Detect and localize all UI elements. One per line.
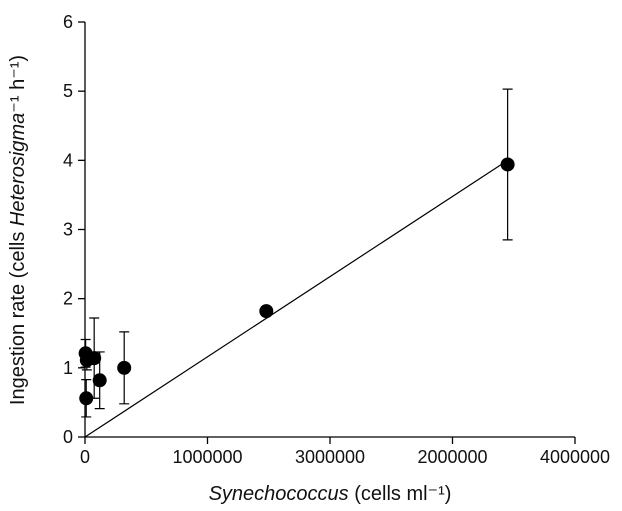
point [259, 304, 274, 319]
y-label-part: Ingestion rate (cells [7, 226, 29, 405]
x-tick-label: 2000000 [417, 447, 487, 467]
y-label-part: ⁻¹ h⁻¹) [7, 55, 29, 113]
y-tick-label: 2 [63, 289, 73, 309]
point [92, 373, 107, 388]
y-tick-label: 6 [63, 12, 73, 32]
y-label-part: Heterosigma [7, 113, 29, 226]
x-tick-label: 0 [80, 447, 90, 467]
point [500, 157, 515, 172]
x-label-part: (cells ml⁻¹) [349, 483, 452, 505]
y-tick-label: 3 [63, 220, 73, 240]
x-axis-label: Synechococcus (cells ml⁻¹) [209, 483, 452, 505]
y-axis-label: Ingestion rate (cells Heterosigma⁻¹ h⁻¹) [7, 55, 29, 405]
y-tick-label: 4 [63, 150, 73, 170]
point [117, 360, 132, 375]
x-tick-label: 1000000 [172, 447, 242, 467]
y-tick-label: 0 [63, 427, 73, 447]
point [87, 351, 102, 366]
x-label-part: Synechococcus [209, 483, 349, 505]
x-tick-label: 3000000 [295, 447, 365, 467]
point [79, 391, 94, 406]
y-tick-label: 5 [63, 81, 73, 101]
fit-line [84, 159, 508, 438]
x-tick-label: 4000000 [540, 447, 610, 467]
y-tick-label: 1 [63, 358, 73, 378]
